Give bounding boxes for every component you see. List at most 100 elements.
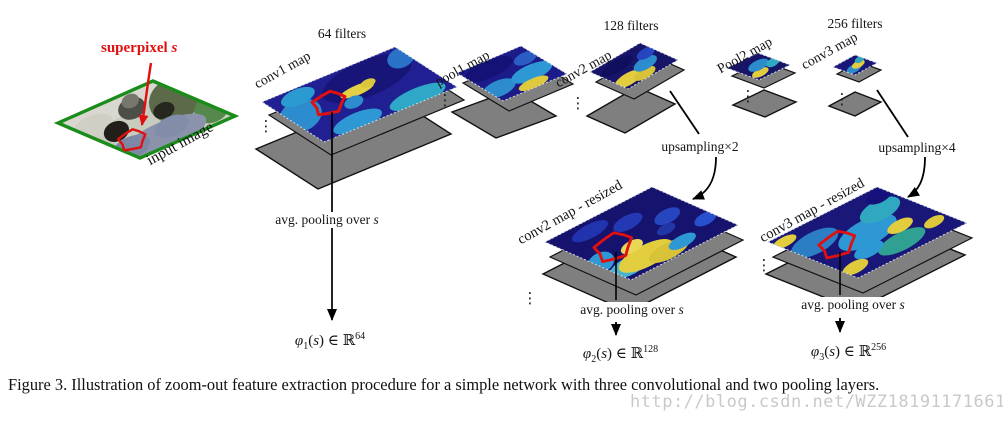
phi-symbol: φ (294, 333, 304, 349)
conv3r-feature-map-texture (772, 187, 945, 276)
avg-pooling-text: avg. pooling over (580, 302, 679, 317)
in-real-set: ) ∈ ℝ (835, 344, 872, 360)
conv2-feature-map (590, 43, 678, 89)
feature-map-texture-blob (752, 67, 769, 78)
feature-map-texture-blob (656, 222, 676, 236)
formula-phi3: φ3(s) ∈ ℝ256 (776, 342, 921, 364)
feature-map-texture-blob (842, 258, 869, 276)
avg-pooling-var: s (678, 302, 684, 317)
pool2-gray-layer-bottom (731, 89, 798, 118)
in-real-set: ) ∈ ℝ (607, 346, 644, 362)
upsampling-line-conv2 (669, 90, 700, 135)
watermark: http://blog.csdn.net/WZZ18191171661 (630, 392, 1003, 412)
pool2-feature-map-edge (725, 52, 792, 81)
upsampling-arrow-conv3 (907, 156, 926, 198)
upsampling-x4-label: upsampling×4 (878, 140, 956, 155)
feature-map-texture-blob (344, 95, 364, 109)
conv3-filters-label: 256 filters (827, 16, 883, 31)
feature-map-texture-blob (878, 227, 926, 256)
feature-map-texture-blob (121, 93, 140, 109)
avg-pooling-label-conv1: avg. pooling over s (258, 212, 396, 228)
feature-map-texture-blob (322, 53, 412, 104)
superpixel-label-text: superpixel (101, 40, 172, 56)
feature-map-texture-blob (511, 61, 553, 84)
superpixel-var: s (171, 40, 178, 56)
conv2r-feature-map-edge (543, 186, 740, 281)
upsampling-x2-label: upsampling×2 (661, 139, 739, 154)
s-var: s (829, 344, 836, 360)
avg-pooling-var: s (899, 297, 905, 312)
pool1-ellipsis-dots: ⋮ (438, 91, 453, 109)
pool1-feature-map (457, 46, 567, 101)
conv3r-feature-map-edge (766, 186, 969, 279)
input-image-border (53, 79, 240, 160)
conv3r-superpixel-outline (817, 229, 857, 260)
dimension: 256 (871, 342, 887, 353)
conv1-superpixel-outline (310, 89, 347, 117)
feature-map-texture-blob (634, 65, 656, 81)
feature-map-texture-blob (464, 56, 513, 83)
feature-map-texture-blob (154, 114, 189, 138)
avg-pooling-label-conv2r: avg. pooling over s (563, 302, 701, 318)
feature-map-texture-blob (772, 234, 797, 250)
upsampling-line-conv3 (876, 89, 909, 138)
feature-map-texture-blob (601, 55, 633, 77)
feature-map-texture-blob (748, 58, 769, 72)
avg-pooling-text: avg. pooling over (275, 212, 374, 227)
conv2-ellipsis-dots: ⋮ (571, 94, 586, 112)
pool2-ellipsis-dots: ⋮ (741, 87, 756, 105)
upsampling-arrow-conv2 (692, 156, 717, 200)
avg-pooling-text: avg. pooling over (801, 297, 900, 312)
conv2r-ellipsis-dots: ⋮ (523, 289, 538, 307)
s-var: s (601, 346, 608, 362)
feature-map-texture-blob (613, 212, 643, 233)
conv1-ellipsis-dots: ⋮ (259, 117, 274, 135)
conv1-feature-map-edge (260, 46, 459, 143)
feature-map-texture-blob (887, 217, 913, 235)
phi-subscript: 2 (591, 354, 597, 365)
conv2-gray-layer-bottom (585, 86, 677, 134)
paren: ( (596, 346, 602, 362)
conv2-filters-label: 128 filters (603, 18, 659, 33)
feature-map-texture-blob (614, 69, 643, 89)
feature-map-texture-blob (633, 54, 657, 72)
feature-map-texture-blob (654, 207, 681, 226)
feature-map-texture-blob (668, 232, 696, 250)
conv2-feature-map-texture (601, 46, 657, 89)
feature-map-texture-blob (280, 86, 315, 108)
feature-map-texture-blob (854, 240, 884, 260)
feature-map-texture-blob (859, 196, 901, 224)
avg-pooling-label-conv3r: avg. pooling over s (784, 297, 922, 313)
feature-map-texture-blob (571, 220, 609, 243)
feature-map-texture-blob (360, 78, 376, 88)
feature-map-texture-blob (851, 59, 865, 69)
conv3-ellipsis-dots: ⋮ (835, 90, 850, 108)
superpixel-pointer-arrow (138, 62, 153, 126)
phi-symbol: φ (810, 344, 820, 360)
phi-symbol: φ (582, 346, 592, 362)
feature-map-texture-blob (924, 215, 945, 229)
paren: ( (308, 333, 314, 349)
dimension: 128 (643, 344, 659, 355)
avg-pooling-var: s (373, 212, 379, 227)
conv3-feature-map-edge (831, 54, 879, 76)
dimension: 64 (355, 331, 366, 342)
conv3-gray-layer-bottom (827, 91, 883, 117)
feature-map-texture-blob (333, 108, 382, 135)
feature-map-texture-blob (790, 227, 839, 259)
feature-map-texture-blob (153, 101, 175, 119)
feature-map-texture-blob (513, 51, 537, 66)
feature-map-texture-blob (866, 187, 892, 205)
phi-subscript: 1 (303, 341, 309, 352)
figure-caption: Figure 3. Illustration of zoom-out featu… (8, 375, 880, 394)
conv2r-superpixel-outline (592, 231, 634, 263)
formula-phi1: φ1(s) ∈ ℝ64 (260, 331, 400, 353)
feature-map-texture-blob (389, 82, 446, 111)
s-var: s (313, 333, 320, 349)
feature-map-texture-blob (636, 46, 655, 60)
conv3r-ellipsis-dots: ⋮ (757, 256, 772, 274)
superpixel-label: superpixel s (101, 40, 177, 57)
feature-map-texture-blob (518, 75, 549, 92)
